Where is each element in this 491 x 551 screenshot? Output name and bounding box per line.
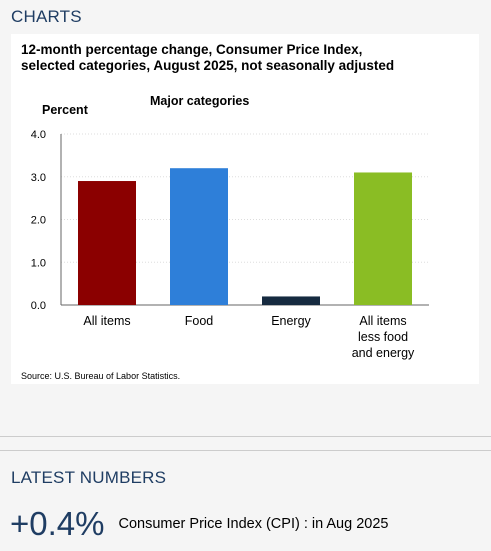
- bar-food: [170, 168, 228, 305]
- y-tick-label: 0.0: [31, 300, 46, 312]
- section-divider: [0, 436, 491, 437]
- x-tick-label: less food: [358, 330, 408, 344]
- chart-title: 12-month percentage change, Consumer Pri…: [21, 42, 471, 74]
- bar-all-items: [78, 181, 136, 305]
- latest-numbers-heading: LATEST NUMBERS: [11, 468, 167, 487]
- section-divider-lower: [0, 450, 491, 451]
- y-axis-label: Percent: [42, 103, 89, 117]
- y-tick-label: 3.0: [31, 172, 46, 184]
- y-tick-label: 1.0: [31, 257, 46, 269]
- x-tick-label: All items: [83, 314, 130, 328]
- charts-heading: CHARTS: [11, 7, 82, 26]
- y-tick-label: 2.0: [31, 215, 46, 227]
- chart-subtitle: Major categories: [150, 94, 249, 108]
- charts-section: CHARTS 12-month percentage change, Consu…: [11, 7, 479, 384]
- y-tick-label: 4.0: [31, 129, 46, 141]
- bar-all-items-less-food-and-energy: [354, 172, 412, 305]
- x-tick-label: All items: [359, 314, 406, 328]
- bar-energy: [262, 296, 320, 305]
- chart-title-line-1: 12-month percentage change, Consumer Pri…: [21, 42, 363, 57]
- chart-card[interactable]: 12-month percentage change, Consumer Pri…: [11, 34, 479, 384]
- x-tick-label: and energy: [352, 346, 415, 360]
- x-tick-label: Food: [185, 314, 214, 328]
- latest-cpi-row: +0.4% Consumer Price Index (CPI) : in Au…: [10, 503, 388, 545]
- source-note: Source: U.S. Bureau of Labor Statistics.: [21, 371, 181, 381]
- cpi-bar-chart: Major categories Percent 0.0 1.0 2.0 3.0 4.0 Al…: [31, 94, 429, 360]
- latest-cpi-period: : in Aug 2025: [303, 516, 389, 532]
- chart-title-line-2: selected categories, August 2025, not se…: [21, 58, 395, 73]
- latest-cpi-value: +0.4%: [10, 505, 105, 542]
- latest-cpi-link[interactable]: Consumer Price Index (CPI): [118, 516, 300, 532]
- x-tick-label: Energy: [271, 314, 311, 328]
